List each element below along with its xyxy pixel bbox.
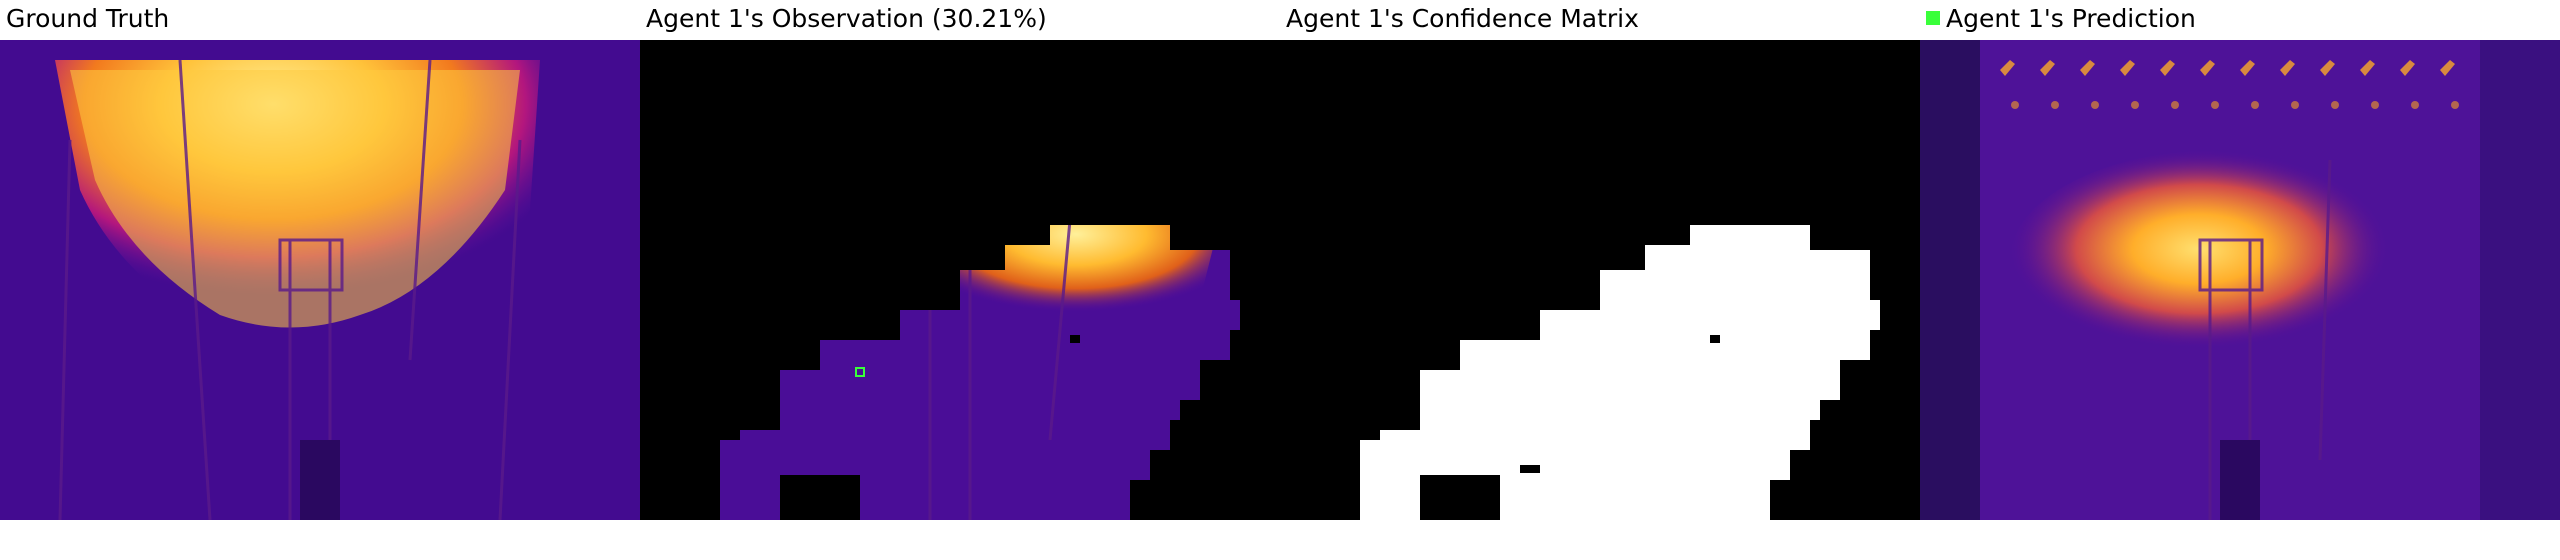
panel-title: Agent 1's Observation (30.21%): [646, 4, 1047, 33]
masked-thermal-image: [640, 40, 1280, 520]
panel-title: Ground Truth: [6, 4, 170, 33]
observation-image: [640, 40, 1280, 520]
thermal-image: [0, 40, 640, 520]
panel-title: Agent 1's Confidence Matrix: [1286, 4, 1639, 33]
predicted-thermal-image: [1920, 40, 2560, 520]
panel-title-text: Agent 1's Prediction: [1946, 4, 2196, 33]
binary-mask: [1280, 40, 1920, 520]
panel-confidence: Agent 1's Confidence Matrix: [1280, 0, 1920, 560]
panel-ground-truth: Ground Truth: [0, 0, 640, 560]
ground-truth-image: [0, 40, 640, 520]
prediction-image: [1920, 40, 2560, 520]
agent-legend-marker: [1926, 11, 1940, 25]
confidence-matrix-image: [1280, 40, 1920, 520]
agent-marker: [855, 367, 865, 377]
panel-prediction: Agent 1's Prediction: [1920, 0, 2560, 560]
panel-observation: Agent 1's Observation (30.21%): [640, 0, 1280, 560]
panel-title: Agent 1's Prediction: [1926, 2, 2196, 36]
